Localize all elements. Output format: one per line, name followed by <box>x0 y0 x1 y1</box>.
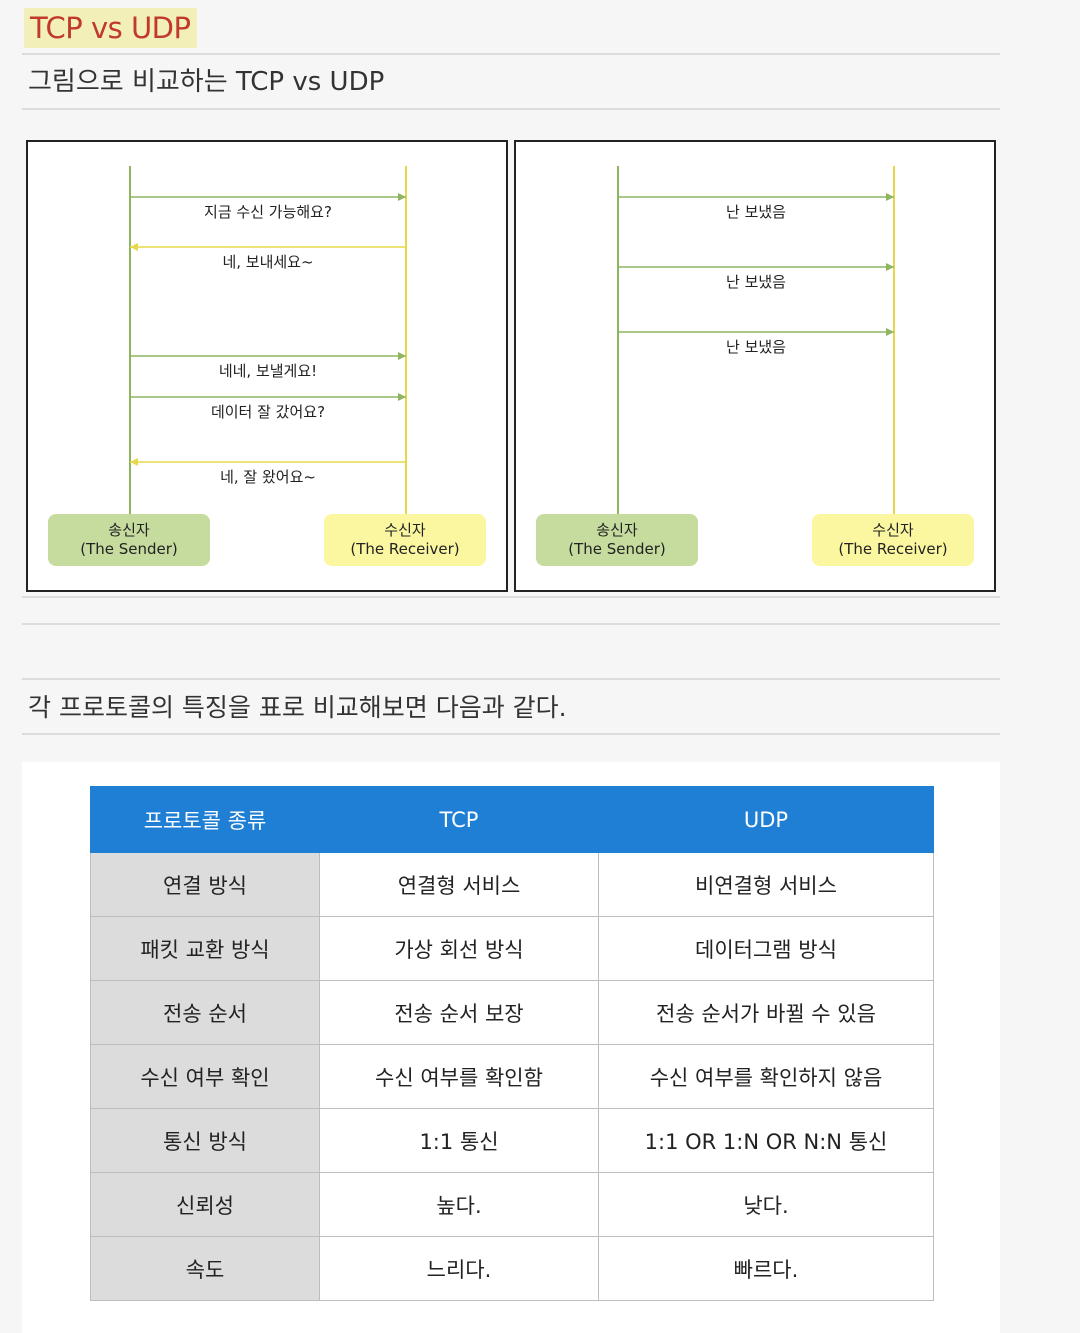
sender-label-en: (The Sender) <box>80 540 178 558</box>
udp-cell: 1:1 OR 1:N OR N:N 통신 <box>598 1108 934 1173</box>
tcp-cell: 전송 순서 보장 <box>319 980 599 1045</box>
row-label: 전송 순서 <box>90 980 320 1045</box>
comparison-table-container: 프로토콜 종류 TCP UDP 연결 방식 연결형 서비스 비연결형 서비스 패… <box>22 762 1000 1333</box>
sender-box: 송신자 (The Sender) <box>536 514 698 566</box>
sender-box: 송신자 (The Sender) <box>48 514 210 566</box>
tcp-sequence-diagram: 송신자 (The Sender) 수신자 (The Receiver) 지금 수… <box>26 140 508 592</box>
table-row: 신뢰성 높다. 낮다. <box>90 1172 934 1237</box>
arrow-head <box>886 328 894 336</box>
receiver-label: 수신자 <box>384 521 426 539</box>
tcp-cell: 연결형 서비스 <box>319 852 599 917</box>
row-label: 신뢰성 <box>90 1172 320 1237</box>
table-row: 속도 느리다. 빠르다. <box>90 1236 934 1301</box>
receiver-label-en: (The Receiver) <box>350 540 460 558</box>
udp-cell: 수신 여부를 확인하지 않음 <box>598 1044 934 1109</box>
receiver-box: 수신자 (The Receiver) <box>324 514 486 566</box>
udp-cell: 빠르다. <box>598 1236 934 1301</box>
divider <box>22 623 1000 625</box>
tcp-cell: 높다. <box>319 1172 599 1237</box>
divider <box>22 108 1000 110</box>
header-udp: UDP <box>598 786 934 853</box>
divider <box>22 596 1000 598</box>
table-caption: 각 프로토콜의 특징을 표로 비교해보면 다음과 같다. <box>28 693 567 722</box>
row-label: 통신 방식 <box>90 1108 320 1173</box>
divider <box>22 733 1000 735</box>
sender-label: 송신자 <box>108 521 150 539</box>
divider <box>22 53 1000 55</box>
row-label: 패킷 교환 방식 <box>90 916 320 981</box>
table-row: 수신 여부 확인 수신 여부를 확인함 수신 여부를 확인하지 않음 <box>90 1044 934 1109</box>
tcp-cell: 1:1 통신 <box>319 1108 599 1173</box>
udp-sequence-diagram: 송신자 (The Sender) 수신자 (The Receiver) 난 보냈… <box>514 140 996 592</box>
table-row: 연결 방식 연결형 서비스 비연결형 서비스 <box>90 852 934 917</box>
divider <box>22 678 1000 680</box>
tcp-diagram-svg <box>129 166 407 514</box>
message-label: 네네, 보낼게요! <box>218 362 318 380</box>
row-label: 수신 여부 확인 <box>90 1044 320 1109</box>
message-label: 네, 잘 왔어요~ <box>220 468 316 486</box>
udp-cell: 데이터그램 방식 <box>598 916 934 981</box>
arrow-head <box>398 352 406 360</box>
message-label: 난 보냈음 <box>726 338 786 356</box>
udp-cell: 전송 순서가 바뀔 수 있음 <box>598 980 934 1045</box>
arrow-head <box>130 243 138 251</box>
table-row: 패킷 교환 방식 가상 회선 방식 데이터그램 방식 <box>90 916 934 981</box>
udp-diagram-svg <box>617 166 895 514</box>
message-label: 네, 보내세요~ <box>222 253 314 271</box>
arrow-head <box>130 458 138 466</box>
message-label: 데이터 잘 갔어요? <box>210 403 326 421</box>
sender-label: 송신자 <box>596 521 638 539</box>
header-protocol: 프로토콜 종류 <box>90 786 320 853</box>
header-tcp: TCP <box>319 786 599 853</box>
arrow-head <box>886 193 894 201</box>
message-label: 난 보냈음 <box>726 203 786 221</box>
page-title: TCP vs UDP <box>24 8 197 48</box>
message-label: 난 보냈음 <box>726 273 786 291</box>
tcp-cell: 수신 여부를 확인함 <box>319 1044 599 1109</box>
tcp-cell: 느리다. <box>319 1236 599 1301</box>
udp-cell: 비연결형 서비스 <box>598 852 934 917</box>
comparison-table: 프로토콜 종류 TCP UDP 연결 방식 연결형 서비스 비연결형 서비스 패… <box>90 786 934 1301</box>
receiver-label: 수신자 <box>872 521 914 539</box>
table-row: 통신 방식 1:1 통신 1:1 OR 1:N OR N:N 통신 <box>90 1108 934 1173</box>
receiver-label-en: (The Receiver) <box>838 540 948 558</box>
arrow-head <box>886 263 894 271</box>
udp-cell: 낮다. <box>598 1172 934 1237</box>
tcp-cell: 가상 회선 방식 <box>319 916 599 981</box>
table-header-row: 프로토콜 종류 TCP UDP <box>90 786 934 853</box>
row-label: 속도 <box>90 1236 320 1301</box>
row-label: 연결 방식 <box>90 852 320 917</box>
table-row: 전송 순서 전송 순서 보장 전송 순서가 바뀔 수 있음 <box>90 980 934 1045</box>
arrow-head <box>398 393 406 401</box>
sender-label-en: (The Sender) <box>568 540 666 558</box>
receiver-box: 수신자 (The Receiver) <box>812 514 974 566</box>
message-label: 지금 수신 가능해요? <box>204 203 332 221</box>
arrow-head <box>398 193 406 201</box>
section-subtitle: 그림으로 비교하는 TCP vs UDP <box>28 67 385 97</box>
